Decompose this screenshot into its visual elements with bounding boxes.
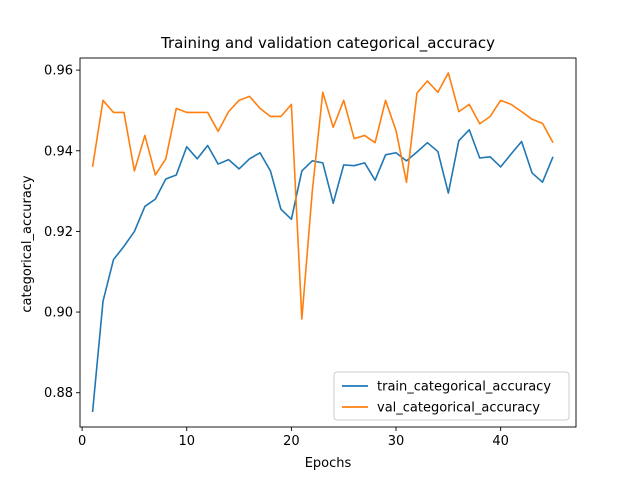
y-tick-label: 0.90 [44, 306, 73, 321]
legend-box [333, 371, 570, 421]
series-line-train_categorical_accuracy [91, 128, 554, 413]
plot-frame [79, 57, 577, 428]
legend: train_categorical_accuracy val_categorica… [333, 371, 570, 421]
y-axis-label: categorical_accuracy [20, 175, 35, 313]
x-tick-label: 10 [178, 434, 195, 449]
plot-area: 0 10 20 30 40 0.88 0.90 0.92 0.94 0.96 train_categ… [44, 57, 577, 449]
y-tick-label: 0.94 [44, 144, 73, 159]
legend-label-val_categorical_accuracy: val_categorical_accuracy [377, 401, 540, 416]
x-tick-label: 20 [283, 434, 300, 449]
x-tick-label: 40 [492, 434, 509, 449]
series-line-val_categorical_accuracy [91, 72, 554, 320]
y-tick-label: 0.92 [44, 225, 73, 240]
y-tick-label: 0.96 [44, 64, 73, 79]
y-tick-label: 0.88 [44, 386, 73, 401]
chart-title: Training and validation categorical_accu… [160, 34, 495, 53]
legend-label-train_categorical_accuracy: train_categorical_accuracy [377, 380, 551, 395]
x-tick-label: 0 [78, 434, 86, 449]
x-tick-label: 30 [388, 434, 405, 449]
x-axis-label: Epochs [305, 456, 352, 471]
